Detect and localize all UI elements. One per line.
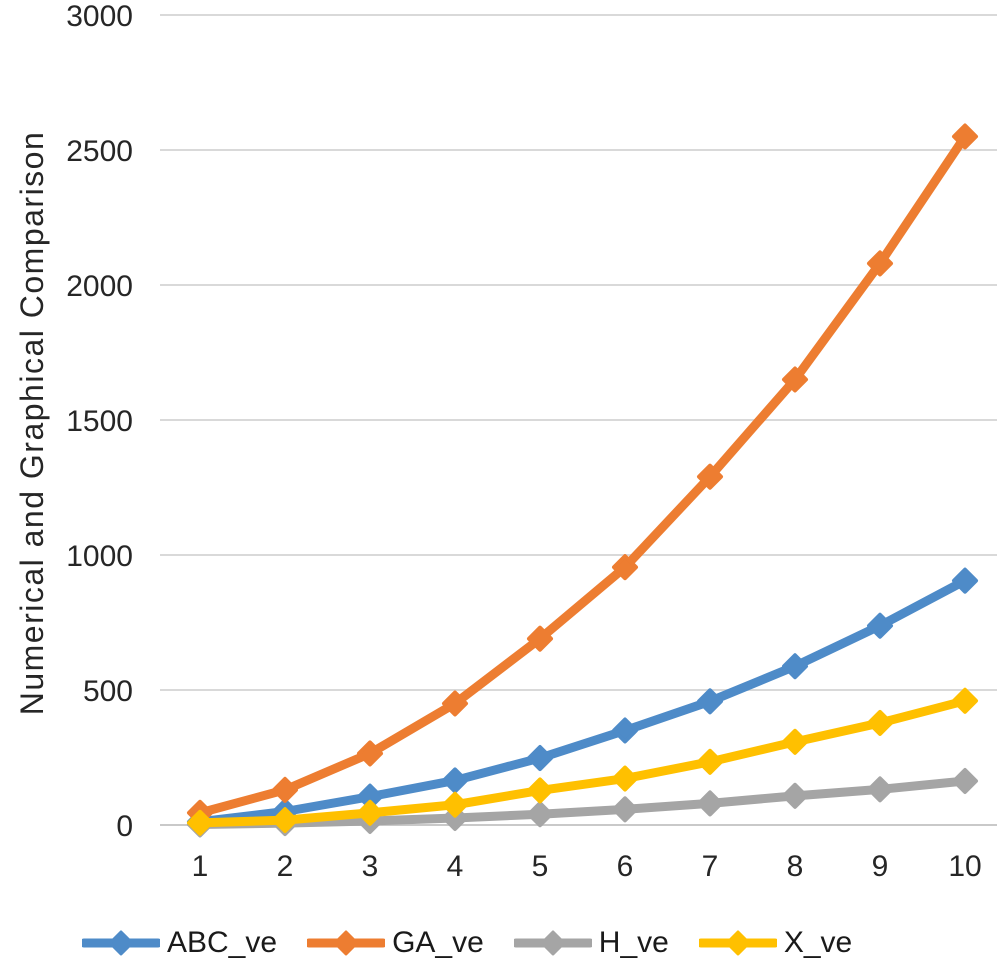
y-tick-label: 1000 xyxy=(66,540,133,573)
legend-diamond-ABC_ve xyxy=(108,930,134,956)
marker-GA_ve-3 xyxy=(357,740,383,767)
marker-ABC_ve-8 xyxy=(782,653,808,680)
y-tick-label: 2500 xyxy=(66,135,133,168)
x-tick-label: 10 xyxy=(948,850,981,883)
x-tick-label: 9 xyxy=(872,850,889,883)
x-tick-label: 3 xyxy=(362,850,379,883)
legend-label: GA_ve xyxy=(392,926,484,959)
legend: ABC_ve GA_ve H_ve X_ve xyxy=(82,926,852,960)
marker-H_ve-7 xyxy=(697,790,723,817)
y-tick-label: 2000 xyxy=(66,270,133,303)
marker-X_ve-8 xyxy=(782,728,808,755)
legend-item-H_ve: H_ve xyxy=(513,926,669,960)
legend-label: X_ve xyxy=(783,926,853,959)
legend-item-GA_ve: GA_ve xyxy=(307,926,484,960)
series-line-H_ve xyxy=(195,776,970,829)
marker-H_ve-10 xyxy=(952,767,978,794)
marker-GA_ve-7 xyxy=(697,463,723,490)
marker-ABC_ve-4 xyxy=(442,767,468,794)
marker-ABC_ve-5 xyxy=(527,745,553,772)
marker-X_ve-3 xyxy=(357,799,383,826)
legend-label: ABC_ve xyxy=(167,926,278,959)
legend-marker-icon xyxy=(698,930,777,956)
marker-X_ve-1 xyxy=(187,809,213,836)
marker-H_ve-8 xyxy=(782,782,808,809)
marker-H_ve-6 xyxy=(612,796,638,823)
x-tick-label: 7 xyxy=(702,850,719,883)
marker-H_ve-9 xyxy=(867,776,893,803)
x-tick-label: 8 xyxy=(787,850,804,883)
legend-item-ABC_ve: ABC_ve xyxy=(82,926,277,960)
marker-X_ve-6 xyxy=(612,765,638,792)
legend-diamond-X_ve xyxy=(725,930,751,956)
legend-label: H_ve xyxy=(598,926,669,959)
series-line-X_ve xyxy=(195,696,970,828)
legend-marker-icon xyxy=(513,930,592,956)
x-tick-label: 5 xyxy=(532,850,549,883)
marker-ABC_ve-10 xyxy=(952,567,978,594)
y-tick-label: 0 xyxy=(116,810,133,843)
x-tick-label: 2 xyxy=(277,850,294,883)
marker-GA_ve-6 xyxy=(612,554,638,581)
marker-GA_ve-8 xyxy=(782,366,808,393)
y-tick-label: 1500 xyxy=(66,405,133,438)
legend-marker-icon xyxy=(82,930,160,956)
marker-GA_ve-10 xyxy=(952,123,978,150)
marker-X_ve-4 xyxy=(442,791,468,818)
x-tick-label: 1 xyxy=(192,850,209,883)
marker-X_ve-10 xyxy=(952,687,978,714)
marker-X_ve-2 xyxy=(272,807,298,834)
y-tick-label: 500 xyxy=(83,675,133,708)
legend-diamond-H_ve xyxy=(540,930,566,956)
marker-GA_ve-2 xyxy=(272,776,298,803)
marker-GA_ve-5 xyxy=(527,625,553,652)
marker-ABC_ve-6 xyxy=(612,717,638,744)
y-tick-label: 3000 xyxy=(66,0,133,33)
legend-marker-icon xyxy=(307,930,386,956)
series-line-ABC_ve xyxy=(195,576,970,827)
marker-X_ve-7 xyxy=(697,748,723,775)
marker-X_ve-5 xyxy=(527,777,553,804)
marker-ABC_ve-9 xyxy=(867,612,893,639)
legend-item-X_ve: X_ve xyxy=(698,926,853,960)
series-line-GA_ve xyxy=(195,132,970,818)
x-tick-label: 4 xyxy=(447,850,464,883)
marker-X_ve-9 xyxy=(867,709,893,736)
marker-GA_ve-9 xyxy=(867,250,893,277)
legend-diamond-GA_ve xyxy=(333,930,359,956)
marker-H_ve-5 xyxy=(527,801,553,828)
x-tick-label: 6 xyxy=(617,850,634,883)
marker-GA_ve-4 xyxy=(442,690,468,717)
marker-ABC_ve-7 xyxy=(697,688,723,715)
